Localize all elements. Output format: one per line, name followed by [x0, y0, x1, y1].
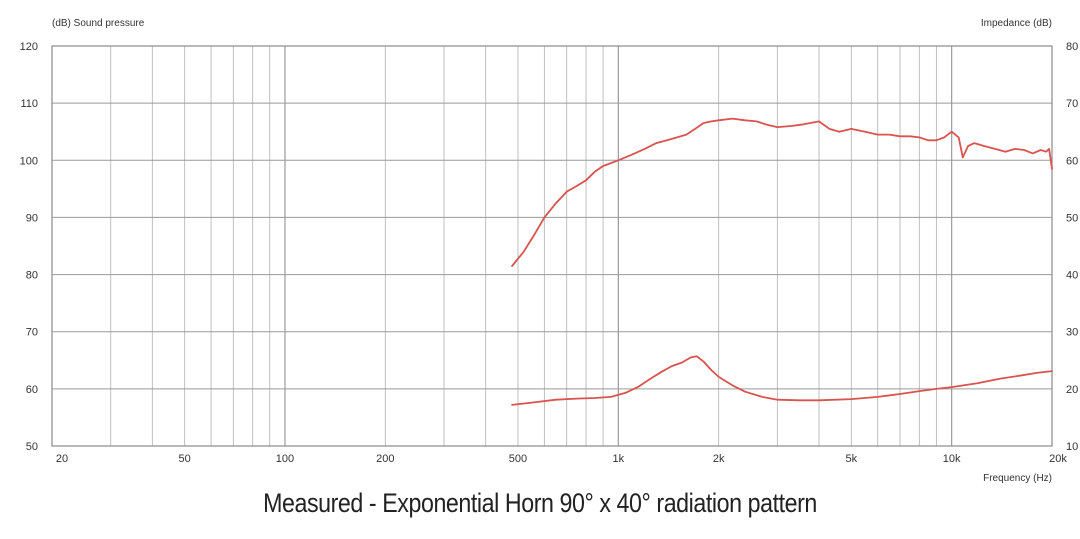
- x-tick-label: 200: [376, 453, 394, 465]
- x-tick-label: 100: [276, 453, 294, 465]
- series-line-impedance: [511, 355, 1053, 406]
- plot-frame: [51, 45, 1053, 447]
- x-axis-label: Frequency (Hz): [983, 473, 1052, 484]
- x-tick-label: 5k: [846, 453, 858, 465]
- x-tick-label: 20: [56, 453, 68, 465]
- x-tick-label: 50: [179, 453, 191, 465]
- x-tick-label: 500: [509, 453, 527, 465]
- y-right-tick-label: 40: [1066, 270, 1078, 282]
- y-right-tick-label: 20: [1066, 384, 1078, 396]
- x-tick-label: 10k: [943, 453, 961, 465]
- y-right-tick-label: 60: [1066, 155, 1078, 167]
- y-left-tick-label: 70: [26, 327, 38, 339]
- y-right-tick-label: 80: [1066, 41, 1078, 53]
- y-right-tick-label: 30: [1066, 327, 1078, 339]
- y-left-tick-label: 120: [20, 41, 38, 53]
- y-left-tick-label: 110: [20, 98, 38, 110]
- chart-title: Measured - Exponential Horn 90° x 40° ra…: [263, 488, 817, 518]
- y-left-tick-label: 100: [20, 155, 38, 167]
- y-left-tick-label: 50: [26, 441, 38, 453]
- y-right-tick-label: 10: [1066, 441, 1078, 453]
- y-left-tick-label: 80: [26, 270, 38, 282]
- x-tick-label: 20k: [1049, 453, 1067, 465]
- y-left-axis-label: (dB) Sound pressure: [52, 18, 145, 29]
- x-tick-label: 1k: [613, 453, 625, 465]
- y-left-tick-label: 60: [26, 384, 38, 396]
- y-right-axis-label: Impedance (dB): [981, 18, 1052, 29]
- y-right-tick-label: 50: [1066, 212, 1078, 224]
- y-right-tick-label: 70: [1066, 98, 1078, 110]
- series-line-sound-pressure: [511, 117, 1053, 267]
- y-left-tick-label: 90: [26, 212, 38, 224]
- x-tick-label: 2k: [713, 453, 725, 465]
